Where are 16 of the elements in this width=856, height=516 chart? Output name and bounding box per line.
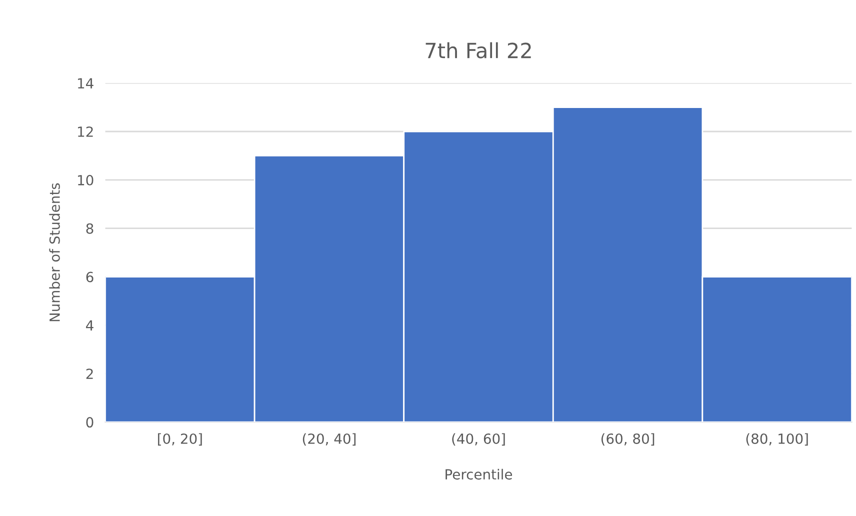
y-tick-label: 12 <box>78 126 93 137</box>
y-tick-label: 14 <box>78 78 94 88</box>
y-tick-label: 10 <box>78 174 94 186</box>
y-tick-label: 6 <box>86 272 94 282</box>
x-tick-label: (80, 100] <box>746 433 808 446</box>
x-tick-label: (20, 40] <box>302 433 356 446</box>
x-tick-label: (60, 80] <box>601 433 654 446</box>
y-tick-label: 8 <box>86 223 94 234</box>
x-tick-label: (40, 60] <box>452 433 505 446</box>
chart-title: 7th Fall 22 <box>426 42 531 58</box>
y-axis-title: Number of Students <box>49 183 60 322</box>
x-tick-label: [0, 20] <box>158 433 202 446</box>
y-tick-label: 0 <box>86 417 94 428</box>
x-axis-title: Percentile <box>446 468 512 480</box>
y-tick-label: 2 <box>86 368 93 379</box>
y-tick-label: 4 <box>86 320 94 331</box>
